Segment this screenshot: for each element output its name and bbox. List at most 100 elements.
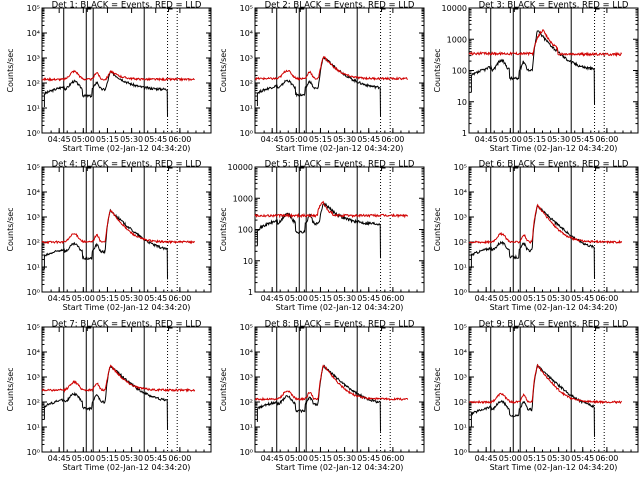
x-axis-label: Start Time (02-Jan-12 04:34:20) bbox=[276, 463, 404, 472]
x-tick-label: 05:15 bbox=[96, 454, 119, 463]
y-tick-label: 10⁵ bbox=[27, 323, 40, 332]
y-tick-label: 10³ bbox=[240, 54, 253, 63]
x-tick-label: 04:45 bbox=[48, 454, 71, 463]
x-tick-label: 05:30 bbox=[547, 454, 570, 463]
y-axis-label: Counts/sec bbox=[219, 48, 228, 92]
y-axis-label: Counts/sec bbox=[6, 48, 15, 92]
marker-flag bbox=[299, 167, 305, 171]
detector-panel-1: Det 1: BLACK = Events, RED = LLD 10⁰ 10¹ 10… bbox=[6, 1, 212, 153]
x-tick-label: 06:00 bbox=[168, 135, 191, 144]
y-tick-label: 1 bbox=[248, 288, 253, 297]
marker-flag bbox=[381, 167, 386, 171]
x-tick-label: 05:30 bbox=[547, 294, 570, 303]
y-tick-label: 10⁰ bbox=[27, 129, 40, 138]
y-tick-label: 10⁵ bbox=[454, 323, 467, 332]
x-tick-label: 05:00 bbox=[499, 294, 522, 303]
x-tick-label: 05:15 bbox=[309, 294, 332, 303]
plot-frame bbox=[254, 7, 425, 134]
y-tick-label: 10² bbox=[27, 79, 40, 88]
y-tick-label: 10¹ bbox=[240, 423, 253, 432]
series-lld-line bbox=[254, 200, 409, 219]
x-tick-label: 06:00 bbox=[595, 454, 618, 463]
y-axis-label: Counts/sec bbox=[433, 367, 442, 411]
x-tick-label: 06:00 bbox=[168, 294, 191, 303]
y-tick-label: 10⁰ bbox=[240, 448, 253, 457]
x-tick-label: 05:45 bbox=[357, 454, 380, 463]
y-tick-label: 10⁰ bbox=[454, 288, 467, 297]
marker-flag bbox=[299, 8, 305, 12]
plot-frame bbox=[468, 166, 639, 293]
marker-flag bbox=[168, 8, 173, 12]
x-tick-label: 05:45 bbox=[144, 294, 167, 303]
y-tick-label: 10 bbox=[243, 257, 253, 266]
detector-panel-9: Det 9: BLACK = Events, RED = LLD 10⁰ 10¹ 10… bbox=[433, 320, 639, 472]
x-tick-label: 05:15 bbox=[523, 454, 546, 463]
y-tick-label: 1000 bbox=[233, 194, 253, 203]
x-tick-label: 05:15 bbox=[309, 135, 332, 144]
x-tick-label: 06:00 bbox=[595, 294, 618, 303]
y-axis-label: Counts/sec bbox=[6, 367, 15, 411]
y-tick-label: 10000 bbox=[442, 4, 467, 13]
y-tick-label: 10¹ bbox=[27, 423, 40, 432]
plot-frame bbox=[468, 326, 639, 453]
x-tick-label: 05:00 bbox=[499, 135, 522, 144]
x-tick-label: 05:30 bbox=[547, 135, 570, 144]
series-lld-line bbox=[254, 364, 409, 402]
x-tick-label: 05:00 bbox=[285, 135, 308, 144]
x-tick-label: 05:00 bbox=[72, 454, 95, 463]
panel-title: Det 1: BLACK = Events, RED = LLD bbox=[52, 1, 202, 11]
marker-flag bbox=[381, 327, 386, 331]
x-tick-label: 05:00 bbox=[285, 454, 308, 463]
plot-frame bbox=[41, 7, 212, 134]
panel-title: Det 6: BLACK = Events, RED = LLD bbox=[479, 160, 629, 170]
series-events-line bbox=[256, 56, 381, 117]
y-tick-label: 10³ bbox=[27, 373, 40, 382]
y-tick-label: 10² bbox=[27, 238, 40, 247]
y-tick-label: 10² bbox=[454, 238, 467, 247]
x-tick-label: 04:45 bbox=[48, 294, 71, 303]
marker-flag bbox=[86, 327, 92, 331]
x-tick-label: 06:00 bbox=[595, 135, 618, 144]
x-tick-label: 05:00 bbox=[72, 135, 95, 144]
detector-panel-2: Det 2: BLACK = Events, RED = LLD 10⁰ 10¹ 10… bbox=[219, 1, 425, 153]
x-tick-label: 05:30 bbox=[120, 135, 143, 144]
detector-panel-6: Det 6: BLACK = Events, RED = LLD 10⁰ 10¹ 10… bbox=[433, 160, 639, 312]
y-tick-label: 10³ bbox=[454, 373, 467, 382]
x-axis-label: Start Time (02-Jan-12 04:34:20) bbox=[276, 303, 404, 312]
detector-panel-8: Det 8: BLACK = Events, RED = LLD 10⁰ 10¹ 10… bbox=[219, 320, 425, 472]
marker-flag bbox=[513, 327, 519, 331]
y-tick-label: 10⁴ bbox=[27, 188, 40, 197]
x-tick-label: 05:45 bbox=[571, 454, 594, 463]
plot-frame bbox=[254, 166, 425, 293]
y-tick-label: 10⁴ bbox=[27, 29, 40, 38]
plot-frame bbox=[254, 326, 425, 453]
x-tick-label: 05:00 bbox=[72, 294, 95, 303]
series-events-line bbox=[43, 70, 168, 117]
y-tick-label: 10³ bbox=[454, 213, 467, 222]
series-lld-line bbox=[41, 364, 196, 393]
x-tick-label: 05:30 bbox=[120, 294, 143, 303]
marker-flag bbox=[168, 327, 173, 331]
detector-panel-5: Det 5: BLACK = Events, RED = LLD 1 10 100 10… bbox=[219, 160, 425, 312]
y-tick-label: 1000 bbox=[447, 35, 467, 44]
x-tick-label: 05:45 bbox=[144, 135, 167, 144]
panel-title: Det 3: BLACK = Events, RED = LLD bbox=[479, 1, 629, 11]
x-tick-label: 05:15 bbox=[96, 294, 119, 303]
y-tick-label: 10² bbox=[240, 398, 253, 407]
series-events-line bbox=[256, 202, 381, 259]
series-lld-line bbox=[41, 69, 195, 82]
y-tick-label: 10⁰ bbox=[27, 288, 40, 297]
x-tick-label: 05:30 bbox=[333, 454, 356, 463]
y-tick-label: 10⁵ bbox=[454, 163, 467, 172]
x-tick-label: 05:45 bbox=[357, 135, 380, 144]
series-events-line bbox=[470, 363, 595, 437]
series-lld-line bbox=[468, 29, 623, 58]
marker-flag bbox=[595, 167, 600, 171]
y-tick-label: 10¹ bbox=[454, 423, 467, 432]
y-tick-label: 10⁴ bbox=[454, 188, 467, 197]
y-tick-label: 10² bbox=[27, 398, 40, 407]
y-tick-label: 1 bbox=[462, 129, 467, 138]
y-tick-label: 10² bbox=[240, 79, 253, 88]
x-tick-label: 06:00 bbox=[381, 294, 404, 303]
x-tick-label: 04:45 bbox=[475, 294, 498, 303]
